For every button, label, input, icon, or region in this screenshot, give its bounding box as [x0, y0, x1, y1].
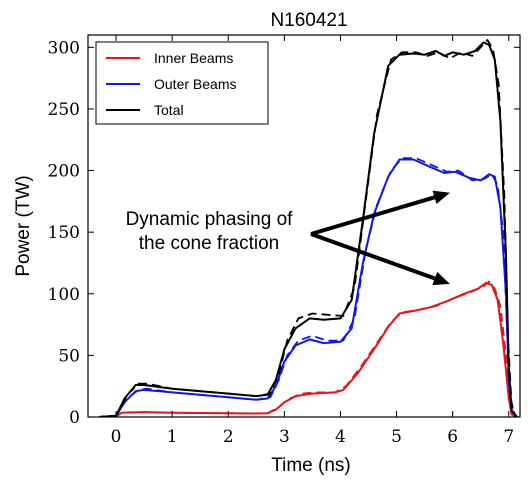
legend-label-total: Total: [154, 102, 184, 118]
y-axis-label: Power (TW): [13, 175, 34, 276]
annotation-line-1: Dynamic phasing of: [126, 209, 294, 230]
y-tick-label: 200: [48, 162, 80, 182]
annotation-arrow-head: [432, 271, 450, 286]
y-tick-label: 0: [69, 408, 80, 428]
x-tick-label: 0: [111, 427, 122, 447]
x-tick-label: 7: [503, 427, 514, 447]
x-tick-label: 4: [335, 427, 346, 447]
legend-label-outer-beams: Outer Beams: [154, 76, 236, 92]
annotation-line-2: the cone fraction: [139, 233, 279, 254]
annotation-arrow-head: [432, 190, 450, 204]
legend: Inner Beams Outer Beams Total: [95, 41, 269, 125]
series-total-solid: [99, 41, 518, 417]
series-inner-beams-solid: [99, 281, 518, 417]
y-tick-label: 150: [48, 223, 80, 243]
series-outer-beams-solid: [99, 158, 518, 417]
series-outer-beams-dashed: [99, 157, 517, 417]
axes-frame: [87, 34, 521, 418]
x-tick-label: 5: [391, 427, 402, 447]
y-tick-label: 250: [48, 100, 80, 120]
annotation-arrow-shaft: [310, 195, 436, 236]
legend-label-inner-beams: Inner Beams: [154, 50, 233, 66]
x-tick-label: 1: [167, 427, 178, 447]
axis-ticks: 0 1 2 3 4 5 6 7 0 50 100 150 200 250 300: [48, 35, 520, 447]
y-tick-label: 100: [48, 285, 80, 305]
x-tick-label: 6: [447, 427, 458, 447]
chart-title: N160421: [270, 10, 347, 31]
y-tick-label: 300: [48, 38, 80, 58]
annotation-arrow-shaft: [310, 232, 436, 281]
y-tick-label: 50: [58, 346, 80, 366]
x-axis-label: Time (ns): [271, 455, 351, 476]
series-inner-beams-dashed: [99, 280, 516, 417]
x-tick-label: 3: [279, 427, 290, 447]
plot-area: [99, 39, 518, 417]
x-tick-label: 2: [223, 427, 234, 447]
annotation: Dynamic phasing of the cone fraction: [126, 190, 450, 286]
